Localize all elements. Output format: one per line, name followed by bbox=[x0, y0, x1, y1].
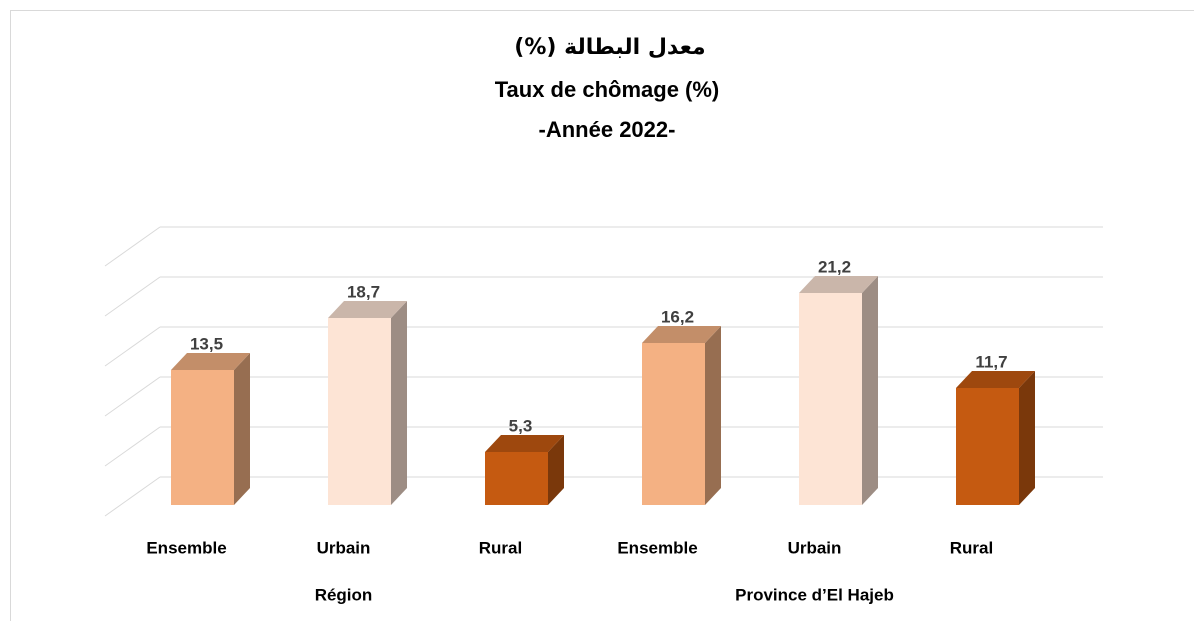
x-tick-label: Urbain bbox=[788, 538, 842, 557]
chart-title: معدل البطالة (%) bbox=[514, 35, 705, 60]
x-tick-label: Rural bbox=[479, 538, 522, 557]
bar-side bbox=[705, 326, 721, 505]
bar-side bbox=[391, 301, 407, 505]
bar bbox=[328, 318, 391, 505]
x-tick-label: Ensemble bbox=[146, 538, 226, 557]
bar bbox=[642, 343, 705, 505]
x-tick-label: Rural bbox=[950, 538, 993, 557]
value-label: 16,2 bbox=[661, 307, 694, 326]
bar-side bbox=[1019, 371, 1035, 505]
value-label: 11,7 bbox=[975, 352, 1007, 371]
value-label: 5,3 bbox=[509, 416, 533, 435]
bar bbox=[956, 388, 1019, 505]
x-tick-label: Ensemble bbox=[617, 538, 697, 557]
x-tick-label: Urbain bbox=[317, 538, 371, 557]
chart-border bbox=[11, 11, 1194, 622]
value-label: 21,2 bbox=[818, 257, 851, 276]
group-label: Province d’El Hajeb bbox=[735, 585, 894, 604]
bar bbox=[171, 370, 234, 505]
group-label: Région bbox=[315, 585, 373, 604]
value-label: 13,5 bbox=[190, 334, 223, 353]
value-label: 18,7 bbox=[347, 282, 380, 301]
bar bbox=[799, 293, 862, 505]
bar bbox=[485, 452, 548, 505]
bar-side bbox=[234, 353, 250, 505]
chart-subtitle: Taux de chômage (%) bbox=[495, 77, 720, 102]
chart-subtitle: -Année 2022- bbox=[539, 117, 676, 142]
bar-side bbox=[862, 276, 878, 505]
